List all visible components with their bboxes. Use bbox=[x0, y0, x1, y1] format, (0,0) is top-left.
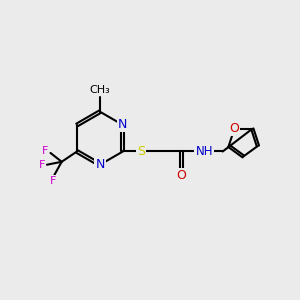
Text: O: O bbox=[230, 122, 239, 135]
Text: CH₃: CH₃ bbox=[90, 85, 110, 94]
Text: N: N bbox=[118, 118, 128, 131]
Text: F: F bbox=[50, 176, 56, 186]
Text: F: F bbox=[38, 160, 45, 170]
Text: NH: NH bbox=[195, 145, 213, 158]
Text: F: F bbox=[42, 146, 48, 157]
Text: N: N bbox=[95, 158, 105, 171]
Text: O: O bbox=[177, 169, 186, 182]
Text: S: S bbox=[137, 145, 145, 158]
